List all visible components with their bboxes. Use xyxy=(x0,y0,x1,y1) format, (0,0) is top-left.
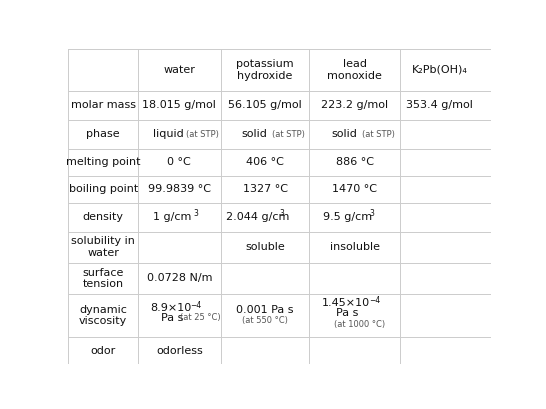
Text: (at STP): (at STP) xyxy=(272,130,305,139)
Text: molar mass: molar mass xyxy=(70,100,135,110)
Text: (at STP): (at STP) xyxy=(362,130,395,139)
Text: 0.001 Pa s: 0.001 Pa s xyxy=(236,306,294,315)
Text: K₂Pb(OH)₄: K₂Pb(OH)₄ xyxy=(412,65,467,75)
Text: 1470 °C: 1470 °C xyxy=(333,184,377,194)
Text: liquid: liquid xyxy=(153,129,184,139)
Text: −4: −4 xyxy=(190,301,201,310)
Text: 1.45×10: 1.45×10 xyxy=(322,299,370,308)
Text: dynamic
viscosity: dynamic viscosity xyxy=(79,305,127,326)
Text: 99.9839 °C: 99.9839 °C xyxy=(148,184,211,194)
Text: potassium
hydroxide: potassium hydroxide xyxy=(236,59,294,81)
Text: solubility in
water: solubility in water xyxy=(71,236,135,258)
Text: water: water xyxy=(163,65,195,75)
Text: solid: solid xyxy=(331,129,357,139)
Text: 56.105 g/mol: 56.105 g/mol xyxy=(228,100,302,110)
Text: 886 °C: 886 °C xyxy=(336,157,374,167)
Text: 9.5 g/cm: 9.5 g/cm xyxy=(323,212,372,222)
Text: 406 °C: 406 °C xyxy=(246,157,284,167)
Text: 8.9×10: 8.9×10 xyxy=(150,303,192,313)
Text: 18.015 g/mol: 18.015 g/mol xyxy=(143,100,216,110)
Text: solid: solid xyxy=(241,129,268,139)
Text: odor: odor xyxy=(91,346,116,355)
Text: lead
monoxide: lead monoxide xyxy=(328,59,382,81)
Text: (at 25 °C): (at 25 °C) xyxy=(180,313,221,322)
Text: 1327 °C: 1327 °C xyxy=(242,184,288,194)
Text: −4: −4 xyxy=(370,297,381,306)
Text: 2.044 g/cm: 2.044 g/cm xyxy=(225,212,289,222)
Text: surface
tension: surface tension xyxy=(82,267,124,289)
Text: insoluble: insoluble xyxy=(330,242,380,252)
Text: 0 °C: 0 °C xyxy=(168,157,191,167)
Text: 3: 3 xyxy=(194,209,199,218)
Text: 1 g/cm: 1 g/cm xyxy=(152,212,191,222)
Text: odorless: odorless xyxy=(156,346,203,355)
Text: 3: 3 xyxy=(370,209,375,218)
Text: (at 550 °C): (at 550 °C) xyxy=(242,316,288,325)
Text: (at 1000 °C): (at 1000 °C) xyxy=(334,320,385,329)
Text: 353.4 g/mol: 353.4 g/mol xyxy=(406,100,473,110)
Text: Pa s: Pa s xyxy=(336,308,359,318)
Text: Pa s: Pa s xyxy=(161,313,183,323)
Text: phase: phase xyxy=(86,129,120,139)
Text: 0.0728 N/m: 0.0728 N/m xyxy=(146,273,212,283)
Text: density: density xyxy=(82,212,123,222)
Text: soluble: soluble xyxy=(245,242,285,252)
Text: 223.2 g/mol: 223.2 g/mol xyxy=(322,100,389,110)
Text: 3: 3 xyxy=(280,209,284,218)
Text: melting point: melting point xyxy=(66,157,140,167)
Text: (at STP): (at STP) xyxy=(186,130,219,139)
Text: boiling point: boiling point xyxy=(69,184,138,194)
